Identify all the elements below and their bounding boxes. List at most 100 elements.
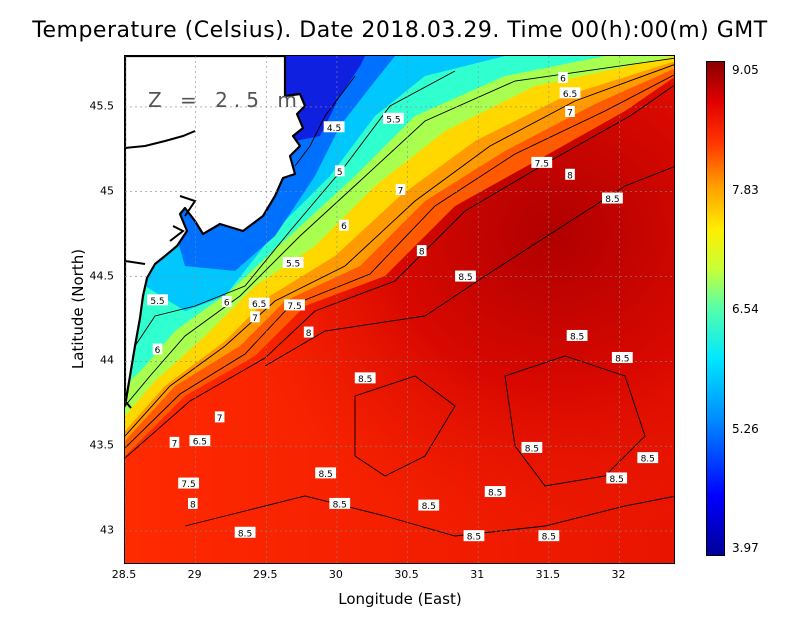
y-tick-label: 44 xyxy=(100,353,114,367)
y-axis-label: Latitude (North) xyxy=(69,248,87,370)
contour-label: 6.5 xyxy=(189,435,211,448)
contour-label: 8.5 xyxy=(606,472,628,485)
svg-text:8: 8 xyxy=(306,329,312,339)
contour-label: 7.5 xyxy=(178,477,199,490)
y-tick-label: 43.5 xyxy=(89,438,115,452)
contour-label: 8 xyxy=(565,168,575,181)
coastline-detail xyxy=(125,130,197,409)
contour-label: 8.5 xyxy=(611,352,633,365)
x-tick-label: 32 xyxy=(611,568,626,581)
colorbar-tick-label: 6.54 xyxy=(732,302,759,316)
x-tick-label: 29.5 xyxy=(253,568,278,581)
x-tick-label: 31.5 xyxy=(535,568,561,581)
contour-label: 5.5 xyxy=(147,294,168,307)
svg-text:5.5: 5.5 xyxy=(286,259,300,269)
contour-label: 5.5 xyxy=(383,112,404,125)
x-tick-label: 30 xyxy=(328,568,343,581)
svg-text:8.5: 8.5 xyxy=(467,533,481,543)
coastline-land xyxy=(125,56,307,408)
x-tick-label: 29 xyxy=(187,568,202,581)
contour-label: 6 xyxy=(152,343,163,356)
svg-text:5.5: 5.5 xyxy=(150,297,164,307)
contour-label: 7.5 xyxy=(531,156,553,169)
contour-label: 7 xyxy=(169,436,180,449)
contour-label: 7 xyxy=(565,105,575,118)
contour-label: 8.5 xyxy=(455,270,476,283)
svg-text:6.5: 6.5 xyxy=(193,438,207,448)
contour-label: 8.5 xyxy=(418,499,440,512)
colorbar xyxy=(706,61,725,556)
contour-label: 5.5 xyxy=(282,256,304,269)
svg-text:8: 8 xyxy=(190,500,196,510)
svg-text:8.5: 8.5 xyxy=(615,355,629,365)
depth-label: Z = 2.5 m xyxy=(148,88,303,112)
svg-text:7: 7 xyxy=(217,414,223,424)
y-tick-label: 45 xyxy=(100,184,114,198)
y-tick-label: 43 xyxy=(100,523,114,537)
contour-label: 8 xyxy=(303,326,314,339)
chart-title: Temperature (Celsius). Date 2018.03.29. … xyxy=(32,18,768,43)
contour-label: 8.5 xyxy=(538,530,560,543)
colorbar-tick-label: 5.26 xyxy=(732,421,759,436)
contour-label: 8 xyxy=(188,497,198,510)
x-tick-label: 31 xyxy=(470,568,485,581)
contour-label: 6 xyxy=(221,296,232,309)
svg-text:8.5: 8.5 xyxy=(333,500,347,510)
svg-text:8.5: 8.5 xyxy=(422,502,436,512)
colorbar-tick-label: 3.97 xyxy=(732,541,759,555)
svg-text:7: 7 xyxy=(398,187,404,197)
colorbar-tick-label: 7.83 xyxy=(732,182,759,197)
contour-label: 4.5 xyxy=(323,121,345,134)
contour-label: 8.5 xyxy=(354,372,376,385)
svg-text:7.5: 7.5 xyxy=(287,302,301,312)
contour-label: 8.5 xyxy=(602,192,623,205)
svg-text:7: 7 xyxy=(567,108,573,118)
contour-label: 5 xyxy=(334,165,345,178)
svg-text:8.5: 8.5 xyxy=(318,470,332,480)
contour-label: 7 xyxy=(395,184,406,197)
map-plot-area[interactable]: 6 6.5 7 5.5 4.5 7.5 8 5 7 8.5 6 8 5.5 8.5 5.5 6 6.5 7.5 7 8… xyxy=(124,55,675,564)
contour-label: 6 xyxy=(339,219,349,232)
svg-text:6: 6 xyxy=(341,222,347,232)
svg-text:8.5: 8.5 xyxy=(488,489,502,499)
svg-text:5: 5 xyxy=(337,168,343,178)
x-tick-label: 30.5 xyxy=(394,568,419,581)
temperature-map: 6 6.5 7 5.5 4.5 7.5 8 5 7 8.5 6 8 5.5 8.5 5.5 6 6.5 7.5 7 8… xyxy=(125,56,674,563)
contour-label: 8.5 xyxy=(637,452,659,465)
contour-label: 7 xyxy=(250,311,260,324)
contour-label: 6.5 xyxy=(248,297,270,310)
x-tick-label: 28.5 xyxy=(111,568,137,581)
svg-text:6.5: 6.5 xyxy=(563,90,577,100)
contour-label: 7.5 xyxy=(284,299,305,312)
svg-text:8: 8 xyxy=(567,171,573,181)
contour-label: 6.5 xyxy=(559,87,581,100)
svg-text:8.5: 8.5 xyxy=(458,273,472,283)
svg-text:8.5: 8.5 xyxy=(542,533,556,543)
svg-text:8: 8 xyxy=(419,248,425,258)
contour-label: 8.5 xyxy=(315,467,337,480)
contour-label: 8.5 xyxy=(463,530,485,543)
svg-text:6: 6 xyxy=(224,299,230,309)
svg-text:8.5: 8.5 xyxy=(641,455,655,465)
contour-label: 7 xyxy=(214,411,225,424)
x-axis-label: Longitude (East) xyxy=(338,590,462,608)
svg-text:7.5: 7.5 xyxy=(535,159,549,169)
svg-text:4.5: 4.5 xyxy=(327,124,341,134)
svg-text:8.5: 8.5 xyxy=(609,475,623,485)
y-tick-label: 44.5 xyxy=(89,269,115,283)
band-4-5 xyxy=(285,56,365,141)
svg-text:7.5: 7.5 xyxy=(181,480,195,490)
contour-label: 8.5 xyxy=(566,329,588,342)
contour-label: 8.5 xyxy=(234,526,256,539)
svg-text:8.5: 8.5 xyxy=(238,529,252,539)
svg-text:7: 7 xyxy=(252,314,258,324)
contour-label: 8.5 xyxy=(484,486,506,499)
svg-text:8.5: 8.5 xyxy=(605,195,619,205)
colorbar-tick-label: 9.05 xyxy=(732,63,759,77)
svg-text:6: 6 xyxy=(560,75,566,85)
svg-text:6: 6 xyxy=(155,346,161,356)
contour-label: 6 xyxy=(558,72,568,85)
svg-text:7: 7 xyxy=(172,439,178,449)
y-tick-label: 45.5 xyxy=(89,99,115,113)
svg-text:8.5: 8.5 xyxy=(525,444,539,454)
